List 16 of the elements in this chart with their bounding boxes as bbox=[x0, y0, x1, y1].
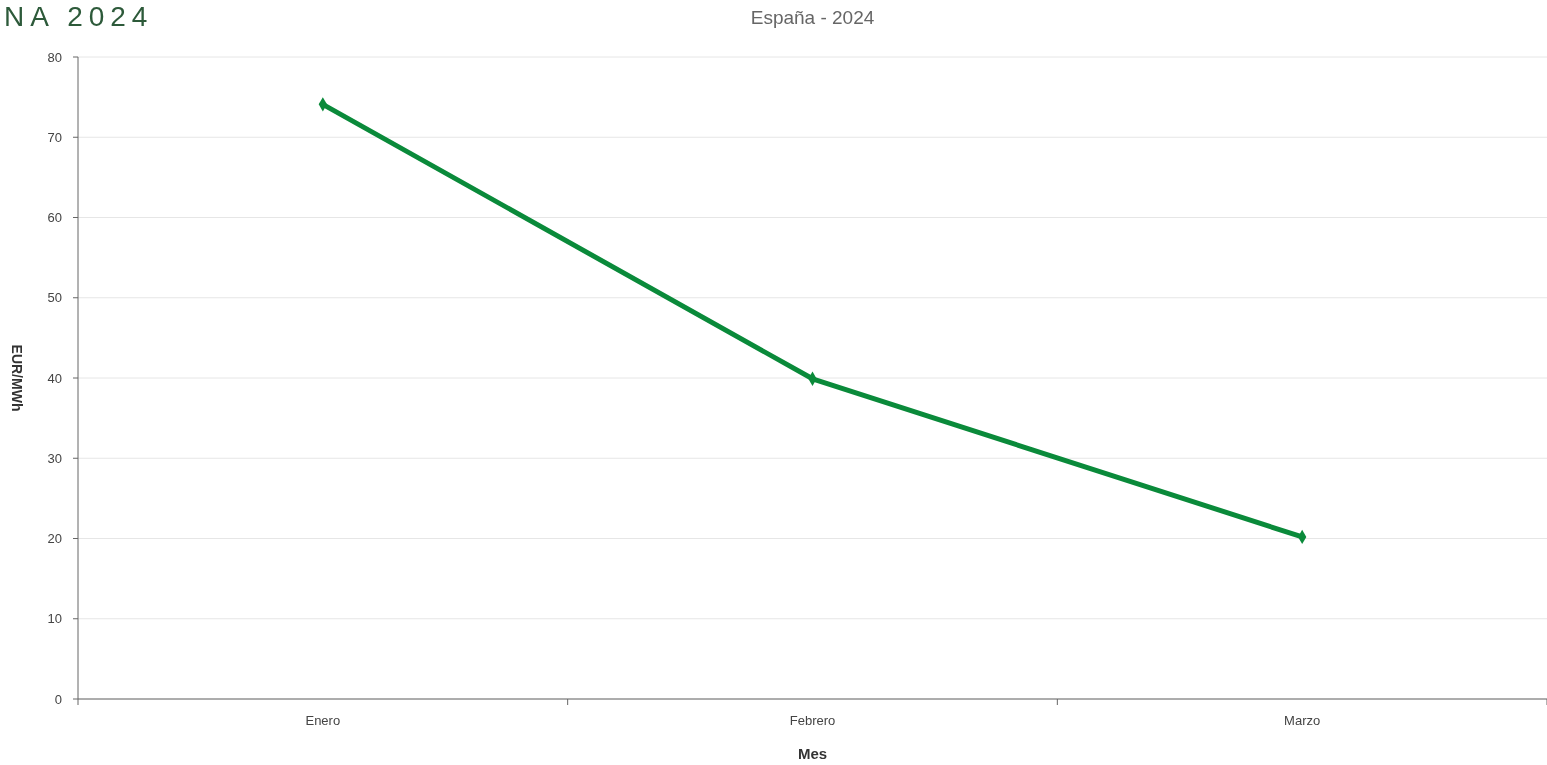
y-axis-title: EUR/MWh bbox=[9, 344, 25, 412]
y-tick-label: 10 bbox=[47, 611, 62, 627]
y-tick-label: 30 bbox=[47, 450, 62, 466]
x-tick-label: Febrero bbox=[789, 713, 836, 728]
y-tick-label: 50 bbox=[47, 290, 62, 306]
x-axis-title: Mes bbox=[797, 745, 828, 762]
chart-title: España - 2024 bbox=[750, 7, 875, 28]
y-tick-label: 80 bbox=[47, 49, 62, 65]
text: NA 2024 bbox=[4, 1, 154, 32]
y-tick-label: 0 bbox=[54, 691, 62, 707]
x-tick-label: Enero bbox=[305, 713, 341, 728]
y-tick-label: 60 bbox=[47, 210, 62, 226]
x-tick-label: Marzo bbox=[1284, 713, 1321, 728]
y-tick-label: 20 bbox=[47, 531, 62, 547]
y-tick-label: 40 bbox=[47, 370, 62, 386]
y-tick-label: 70 bbox=[47, 129, 62, 145]
